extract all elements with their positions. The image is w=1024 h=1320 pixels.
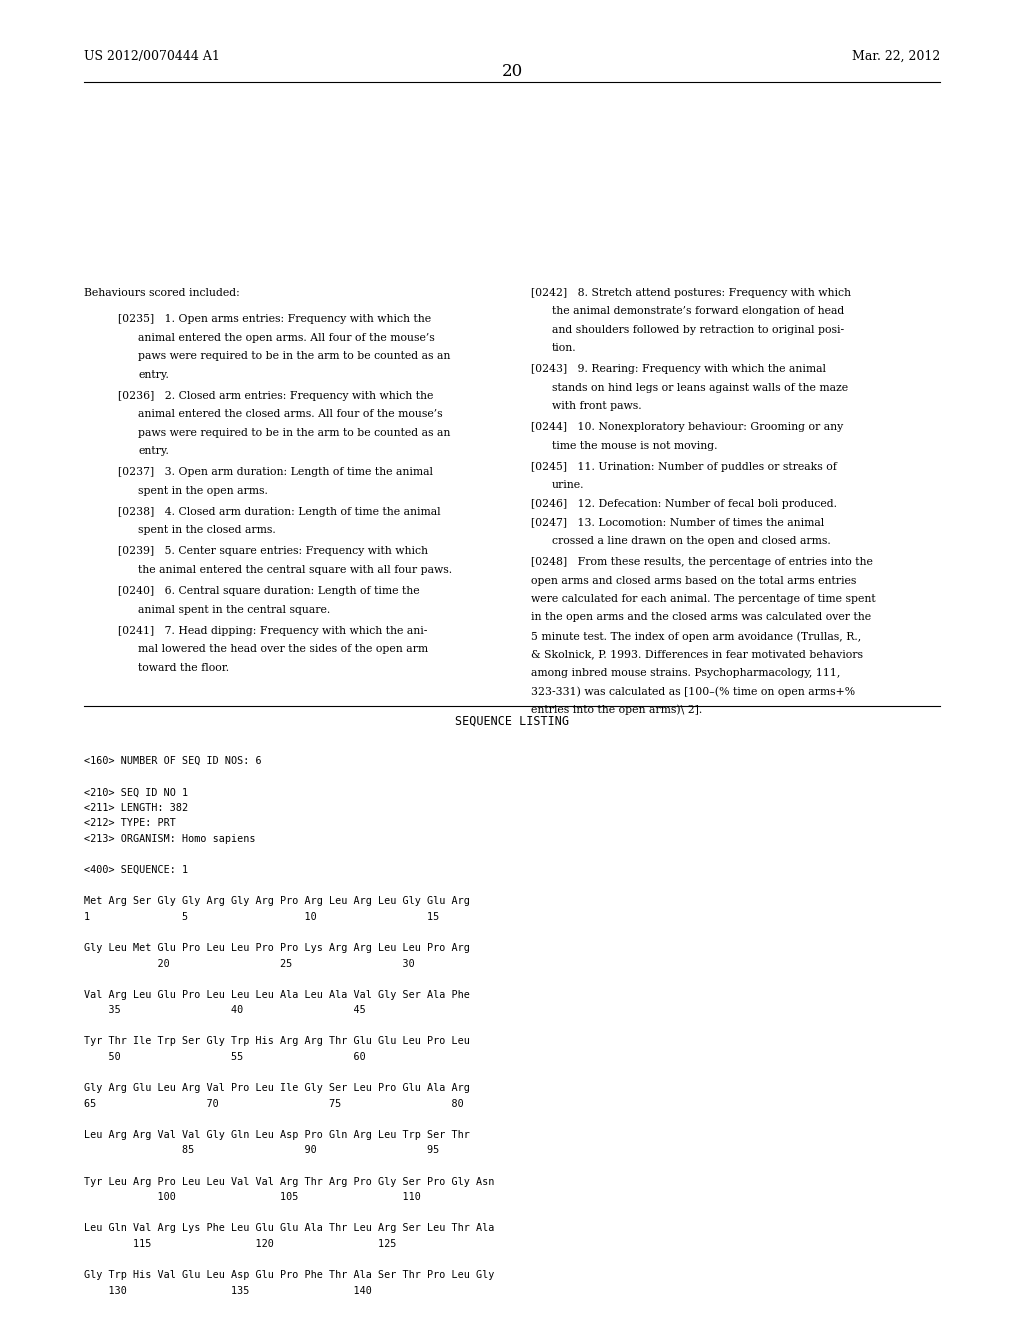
Text: [0237]   3. Open arm duration: Length of time the animal: [0237] 3. Open arm duration: Length of t… xyxy=(118,467,433,478)
Text: <213> ORGANISM: Homo sapiens: <213> ORGANISM: Homo sapiens xyxy=(84,834,255,843)
Text: [0245]   11. Urination: Number of puddles or streaks of: [0245] 11. Urination: Number of puddles … xyxy=(531,462,838,473)
Text: Tyr Leu Arg Pro Leu Leu Val Val Arg Thr Arg Pro Gly Ser Pro Gly Asn: Tyr Leu Arg Pro Leu Leu Val Val Arg Thr … xyxy=(84,1176,495,1187)
Text: animal spent in the central square.: animal spent in the central square. xyxy=(138,605,331,615)
Text: [0244]   10. Nonexploratory behaviour: Grooming or any: [0244] 10. Nonexploratory behaviour: Gro… xyxy=(531,422,844,433)
Text: urine.: urine. xyxy=(552,480,585,491)
Text: 5 minute test. The index of open arm avoidance (Trullas, R.,: 5 minute test. The index of open arm avo… xyxy=(531,631,862,642)
Text: 100                 105                 110: 100 105 110 xyxy=(84,1192,421,1203)
Text: [0246]   12. Defecation: Number of fecal boli produced.: [0246] 12. Defecation: Number of fecal b… xyxy=(531,499,838,510)
Text: mal lowered the head over the sides of the open arm: mal lowered the head over the sides of t… xyxy=(138,644,428,655)
Text: spent in the open arms.: spent in the open arms. xyxy=(138,486,268,496)
Text: in the open arms and the closed arms was calculated over the: in the open arms and the closed arms was… xyxy=(531,612,871,623)
Text: the animal demonstrate’s forward elongation of head: the animal demonstrate’s forward elongat… xyxy=(552,306,844,317)
Text: paws were required to be in the arm to be counted as an: paws were required to be in the arm to b… xyxy=(138,351,451,362)
Text: entry.: entry. xyxy=(138,446,169,457)
Text: Behaviours scored included:: Behaviours scored included: xyxy=(84,288,240,298)
Text: time the mouse is not moving.: time the mouse is not moving. xyxy=(552,441,718,451)
Text: [0241]   7. Head dipping: Frequency with which the ani-: [0241] 7. Head dipping: Frequency with w… xyxy=(118,626,427,636)
Text: and shoulders followed by retraction to original posi-: and shoulders followed by retraction to … xyxy=(552,325,844,335)
Text: 130                 135                 140: 130 135 140 xyxy=(84,1286,372,1296)
Text: among inbred mouse strains. Psychopharmacology, 111,: among inbred mouse strains. Psychopharma… xyxy=(531,668,841,678)
Text: 65                  70                  75                  80: 65 70 75 80 xyxy=(84,1098,464,1109)
Text: <400> SEQUENCE: 1: <400> SEQUENCE: 1 xyxy=(84,865,188,875)
Text: 20                  25                  30: 20 25 30 xyxy=(84,958,415,969)
Text: animal entered the closed arms. All four of the mouse’s: animal entered the closed arms. All four… xyxy=(138,409,442,420)
Text: open arms and closed arms based on the total arms entries: open arms and closed arms based on the t… xyxy=(531,576,857,586)
Text: [0239]   5. Center square entries: Frequency with which: [0239] 5. Center square entries: Frequen… xyxy=(118,546,428,557)
Text: [0248]   From these results, the percentage of entries into the: [0248] From these results, the percentag… xyxy=(531,557,873,568)
Text: <160> NUMBER OF SEQ ID NOS: 6: <160> NUMBER OF SEQ ID NOS: 6 xyxy=(84,756,261,766)
Text: [0243]   9. Rearing: Frequency with which the animal: [0243] 9. Rearing: Frequency with which … xyxy=(531,364,826,375)
Text: <212> TYPE: PRT: <212> TYPE: PRT xyxy=(84,818,176,829)
Text: SEQUENCE LISTING: SEQUENCE LISTING xyxy=(455,714,569,727)
Text: US 2012/0070444 A1: US 2012/0070444 A1 xyxy=(84,50,220,63)
Text: [0242]   8. Stretch attend postures: Frequency with which: [0242] 8. Stretch attend postures: Frequ… xyxy=(531,288,852,298)
Text: toward the floor.: toward the floor. xyxy=(138,663,229,673)
Text: tion.: tion. xyxy=(552,343,577,354)
Text: Leu Gln Val Arg Lys Phe Leu Glu Glu Ala Thr Leu Arg Ser Leu Thr Ala: Leu Gln Val Arg Lys Phe Leu Glu Glu Ala … xyxy=(84,1224,495,1233)
Text: Gly Arg Glu Leu Arg Val Pro Leu Ile Gly Ser Leu Pro Glu Ala Arg: Gly Arg Glu Leu Arg Val Pro Leu Ile Gly … xyxy=(84,1084,470,1093)
Text: Mar. 22, 2012: Mar. 22, 2012 xyxy=(852,50,940,63)
Text: 1               5                   10                  15: 1 5 10 15 xyxy=(84,912,439,921)
Text: were calculated for each animal. The percentage of time spent: were calculated for each animal. The per… xyxy=(531,594,877,605)
Text: the animal entered the central square with all four paws.: the animal entered the central square wi… xyxy=(138,565,453,576)
Text: [0238]   4. Closed arm duration: Length of time the animal: [0238] 4. Closed arm duration: Length of… xyxy=(118,507,440,517)
Text: <210> SEQ ID NO 1: <210> SEQ ID NO 1 xyxy=(84,787,188,797)
Text: entry.: entry. xyxy=(138,370,169,380)
Text: [0240]   6. Central square duration: Length of time the: [0240] 6. Central square duration: Lengt… xyxy=(118,586,420,597)
Text: 323-331) was calculated as [100–(% time on open arms+%: 323-331) was calculated as [100–(% time … xyxy=(531,686,856,697)
Text: spent in the closed arms.: spent in the closed arms. xyxy=(138,525,276,536)
Text: stands on hind legs or leans against walls of the maze: stands on hind legs or leans against wal… xyxy=(552,383,848,393)
Text: animal entered the open arms. All four of the mouse’s: animal entered the open arms. All four o… xyxy=(138,333,435,343)
Text: <211> LENGTH: 382: <211> LENGTH: 382 xyxy=(84,803,188,813)
Text: [0235]   1. Open arms entries: Frequency with which the: [0235] 1. Open arms entries: Frequency w… xyxy=(118,314,431,325)
Text: 115                 120                 125: 115 120 125 xyxy=(84,1239,396,1249)
Text: Gly Trp His Val Glu Leu Asp Glu Pro Phe Thr Ala Ser Thr Pro Leu Gly: Gly Trp His Val Glu Leu Asp Glu Pro Phe … xyxy=(84,1270,495,1280)
Text: with front paws.: with front paws. xyxy=(552,401,642,412)
Text: entries into the open arms)\ 2].: entries into the open arms)\ 2]. xyxy=(531,705,702,715)
Text: [0247]   13. Locomotion: Number of times the animal: [0247] 13. Locomotion: Number of times t… xyxy=(531,517,824,528)
Text: Val Arg Leu Glu Pro Leu Leu Leu Ala Leu Ala Val Gly Ser Ala Phe: Val Arg Leu Glu Pro Leu Leu Leu Ala Leu … xyxy=(84,990,470,999)
Text: 35                  40                  45: 35 40 45 xyxy=(84,1006,366,1015)
Text: 20: 20 xyxy=(502,63,522,81)
Text: 85                  90                  95: 85 90 95 xyxy=(84,1146,439,1155)
Text: paws were required to be in the arm to be counted as an: paws were required to be in the arm to b… xyxy=(138,428,451,438)
Text: crossed a line drawn on the open and closed arms.: crossed a line drawn on the open and clo… xyxy=(552,536,830,546)
Text: & Skolnick, P. 1993. Differences in fear motivated behaviors: & Skolnick, P. 1993. Differences in fear… xyxy=(531,649,863,660)
Text: Leu Arg Arg Val Val Gly Gln Leu Asp Pro Gln Arg Leu Trp Ser Thr: Leu Arg Arg Val Val Gly Gln Leu Asp Pro … xyxy=(84,1130,470,1140)
Text: 50                  55                  60: 50 55 60 xyxy=(84,1052,366,1063)
Text: Tyr Thr Ile Trp Ser Gly Trp His Arg Arg Thr Glu Glu Leu Pro Leu: Tyr Thr Ile Trp Ser Gly Trp His Arg Arg … xyxy=(84,1036,470,1047)
Text: [0236]   2. Closed arm entries: Frequency with which the: [0236] 2. Closed arm entries: Frequency … xyxy=(118,391,433,401)
Text: Met Arg Ser Gly Gly Arg Gly Arg Pro Arg Leu Arg Leu Gly Glu Arg: Met Arg Ser Gly Gly Arg Gly Arg Pro Arg … xyxy=(84,896,470,907)
Text: Gly Leu Met Glu Pro Leu Leu Pro Pro Lys Arg Arg Leu Leu Pro Arg: Gly Leu Met Glu Pro Leu Leu Pro Pro Lys … xyxy=(84,942,470,953)
